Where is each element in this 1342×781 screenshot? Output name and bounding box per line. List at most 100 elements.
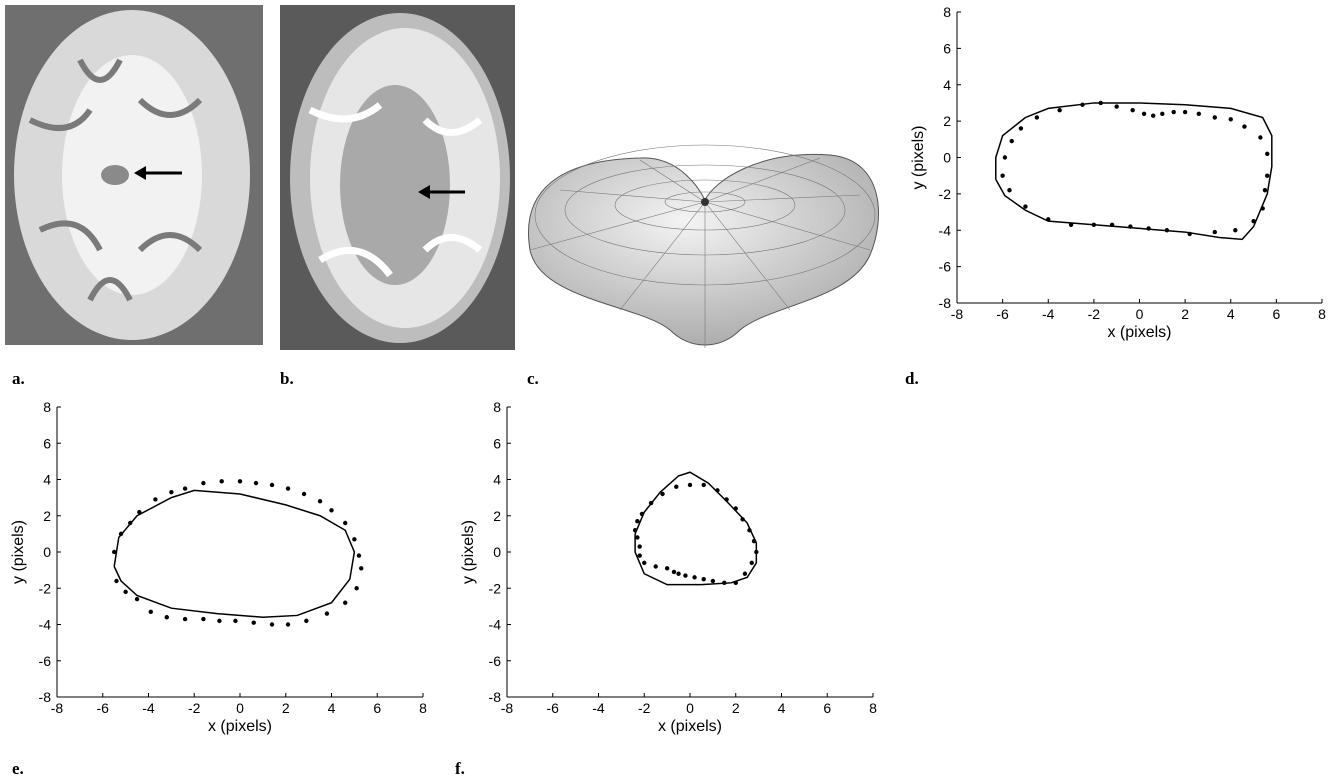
data-point [118,531,124,537]
y-tick-label: 4 [43,472,51,488]
y-tick-label: 8 [43,399,51,415]
data-point [683,573,688,578]
data-point [1187,231,1192,237]
data-point [1009,138,1014,144]
data-point [352,537,357,542]
data-point [1046,217,1051,222]
data-point [1109,222,1115,227]
data-point [317,499,323,504]
x-axis-label: x (pixels) [658,718,722,735]
charts: -8 -6 -4 -2 0 2 4 6 8 -8 -6 -4 -2 0 2 4 6 8 x (pixels) y (p… [10,4,1326,735]
data-point [637,544,642,549]
y-tick-label: 0 [943,150,951,166]
data-point [1034,115,1040,120]
y-tick-label: -2 [939,186,952,202]
y-tick-label: -2 [39,580,52,596]
data-point [343,520,348,526]
y-tick-label: -6 [489,653,502,669]
y-tick-label: 6 [43,435,51,451]
data-point [1262,188,1268,193]
chart: -8 -6 -4 -2 0 2 4 6 8 -8 -6 -4 -2 0 2 4 6 8 x (pixels) y (p… [910,4,1326,341]
x-tick-label: 4 [328,700,336,716]
y-tick-label: -8 [489,689,502,705]
data-point [642,560,647,566]
data-point [123,589,128,595]
panel-label: b. [280,369,294,388]
x-tick-label: -8 [51,700,64,716]
data-point [639,511,645,517]
x-tick-label: 0 [1136,306,1144,322]
contour-line [634,471,758,586]
data-point [754,549,759,555]
data-point [137,509,142,515]
x-tick-label: 0 [686,700,694,716]
x-axis-label: x (pixels) [1107,324,1171,341]
data-point [304,618,309,624]
y-tick-label: 6 [943,40,951,56]
x-tick-label: 0 [236,700,244,716]
data-point [237,479,243,484]
data-point [354,586,359,591]
x-tick-label: -4 [1042,306,1055,322]
data-point [324,611,330,616]
data-point [1228,117,1233,122]
y-tick-label: -4 [39,617,52,633]
data-point [1196,111,1202,117]
data-point [164,615,169,620]
y-tick-label: 0 [43,544,51,560]
panel-label: e. [12,759,24,778]
data-point [701,482,706,488]
chart: -8 -6 -4 -2 0 2 4 6 8 -8 -6 -4 -2 0 2 4 6 8 x (pixels) y (p… [10,399,427,735]
data-point [632,528,638,533]
x-tick-label: 6 [823,700,831,716]
data-point [359,566,364,571]
y-tick-label: -8 [39,689,52,705]
x-tick-label: 4 [778,700,786,716]
data-point [1212,229,1217,235]
data-point [724,497,729,502]
x-tick-label: 8 [869,700,877,716]
x-tick-label: -8 [501,700,514,716]
panel-label: d. [905,369,919,388]
y-tick-label: -6 [39,653,52,669]
y-tick-label: 4 [943,77,951,93]
y-tick-label: 8 [493,399,501,415]
y-axis-label: y (pixels) [10,520,27,584]
data-point [1068,222,1074,227]
y-tick-label: -2 [489,580,502,596]
data-point [253,480,259,486]
data-point [1000,173,1005,178]
data-point [1150,113,1156,118]
surface-c [528,144,879,348]
data-point [747,528,752,533]
x-tick-label: -2 [1088,306,1101,322]
data-point [635,518,640,524]
data-point [1091,222,1097,227]
data-point [285,486,291,491]
data-point [111,549,117,555]
x-tick-label: 8 [1318,306,1326,322]
data-point [1265,151,1270,157]
contour-line [995,102,1273,241]
y-axis-label: y (pixels) [460,520,477,584]
x-tick-label: 8 [419,700,427,716]
y-tick-label: 0 [493,544,501,560]
panel-label: f. [455,759,465,778]
y-tick-label: -4 [939,222,952,238]
data-point [182,486,188,491]
data-point [329,508,334,513]
y-tick-label: 2 [43,508,51,524]
data-point [1098,100,1103,106]
data-point [1080,102,1085,107]
data-point [1265,173,1270,178]
data-point [169,489,174,495]
x-axis-label: x (pixels) [208,718,272,735]
data-point [740,517,745,522]
data-point [710,578,716,584]
data-point [1130,108,1135,113]
y-tick-label: -4 [489,617,502,633]
data-point [114,578,119,584]
data-point [692,575,697,580]
y-tick-label: -6 [939,259,952,275]
